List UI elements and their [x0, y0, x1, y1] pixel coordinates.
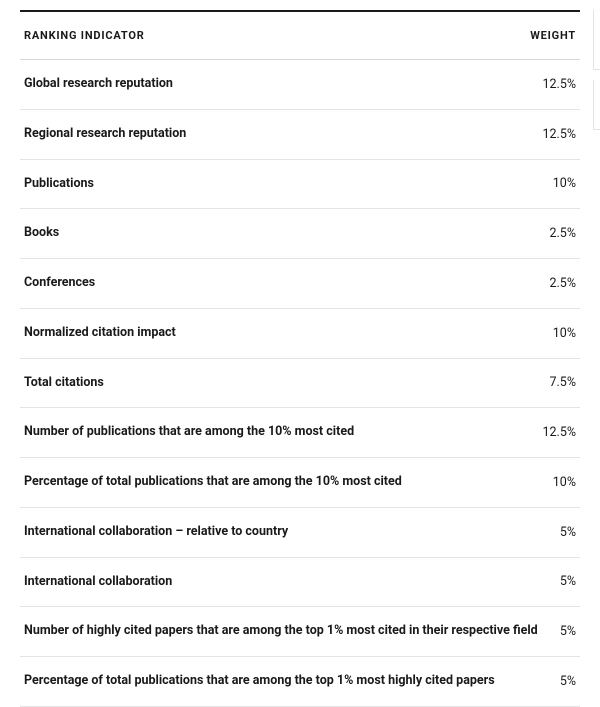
table-row: Percentage of total publications that ar… — [20, 657, 580, 707]
indicator-label: Books — [24, 224, 549, 243]
table-row: International collaboration – relative t… — [20, 508, 580, 558]
table-row: Global research reputation 12.5% — [20, 60, 580, 110]
indicator-label: Global research reputation — [24, 75, 542, 94]
indicator-weight: 12.5% — [542, 127, 576, 142]
indicator-label: Regional research reputation — [24, 125, 542, 144]
indicator-weight: 7.5% — [549, 375, 576, 390]
indicator-label: Conferences — [24, 274, 549, 293]
indicator-weight: 2.5% — [549, 226, 576, 241]
indicator-weight: 5% — [560, 674, 576, 689]
table-row: Number of highly cited papers that are a… — [20, 607, 580, 657]
indicator-weight: 10% — [553, 176, 576, 191]
indicator-weight: 5% — [560, 574, 576, 589]
table-row: Number of publications that are among th… — [20, 408, 580, 458]
indicator-weight: 5% — [560, 624, 576, 639]
indicator-label: Percentage of total publications that ar… — [24, 672, 560, 691]
indicator-label: Publications — [24, 175, 553, 194]
table-row: Regional research reputation 12.5% — [20, 110, 580, 160]
header-indicator: RANKING INDICATOR — [24, 29, 145, 42]
ranking-indicators-table: RANKING INDICATOR WEIGHT Global research… — [20, 10, 580, 707]
indicator-label: Number of highly cited papers that are a… — [24, 622, 560, 641]
table-row: Conferences 2.5% — [20, 259, 580, 309]
indicator-label: Total citations — [24, 374, 549, 393]
table-row: Publications 10% — [20, 160, 580, 210]
table-row: International collaboration 5% — [20, 558, 580, 608]
indicator-label: International collaboration – relative t… — [24, 523, 560, 542]
indicator-weight: 12.5% — [542, 425, 576, 440]
indicator-label: Number of publications that are among th… — [24, 423, 542, 442]
table-row: Normalized citation impact 10% — [20, 309, 580, 359]
table-row: Total citations 7.5% — [20, 359, 580, 409]
indicator-label: Normalized citation impact — [24, 324, 553, 343]
indicator-weight: 10% — [553, 326, 576, 341]
table-row: Books 2.5% — [20, 209, 580, 259]
side-panel-fragment-top — [593, 10, 600, 70]
indicator-label: Percentage of total publications that ar… — [24, 473, 553, 492]
indicator-weight: 12.5% — [542, 77, 576, 92]
table-header-row: RANKING INDICATOR WEIGHT — [20, 12, 580, 60]
indicator-weight: 10% — [553, 475, 576, 490]
side-panel-fragment — [593, 80, 600, 130]
header-weight: WEIGHT — [530, 29, 576, 42]
indicator-weight: 5% — [560, 525, 576, 540]
indicator-weight: 2.5% — [549, 276, 576, 291]
indicator-label: International collaboration — [24, 573, 560, 592]
table-row: Percentage of total publications that ar… — [20, 458, 580, 508]
